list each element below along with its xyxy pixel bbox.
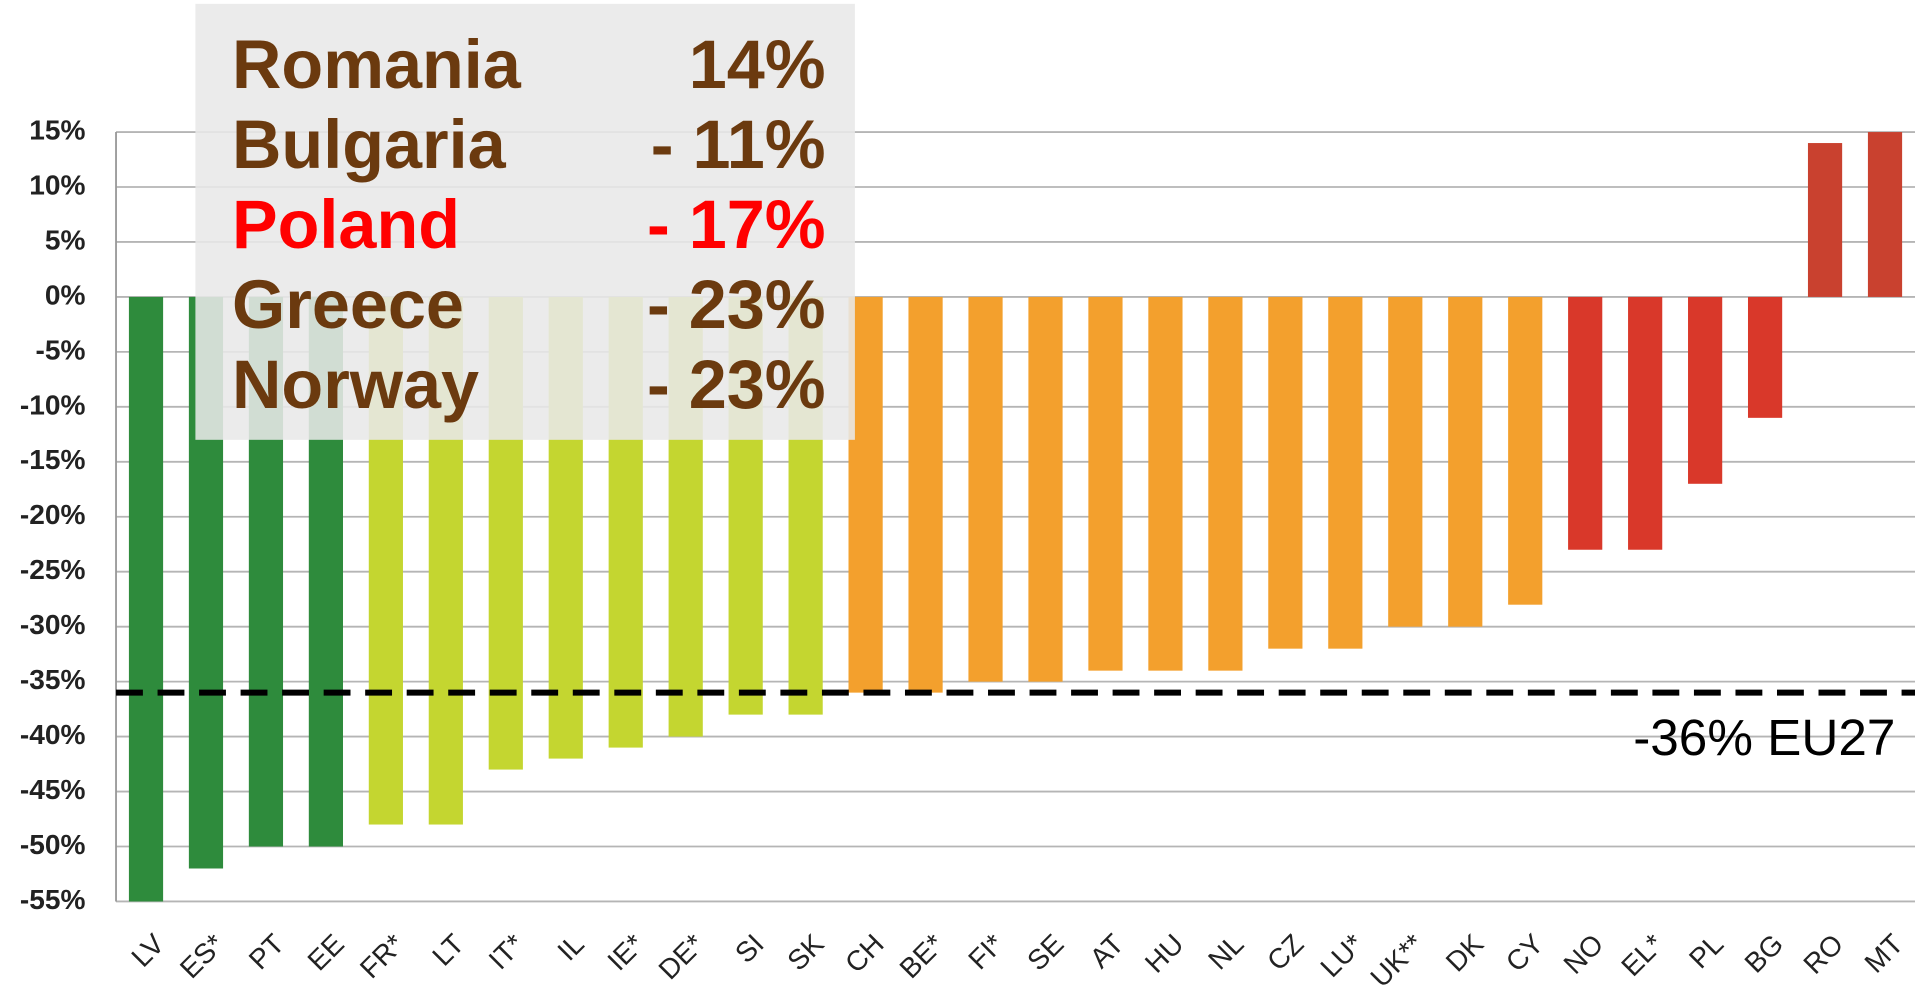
x-tick-label: LU*: [1314, 928, 1369, 983]
y-tick-label: 0%: [45, 279, 86, 310]
y-tick-label: -40%: [20, 719, 86, 750]
bar: [1568, 296, 1603, 550]
highlight-box: [195, 3, 855, 440]
highlight-value: - 23%: [647, 347, 826, 423]
y-tick-label: -45%: [20, 774, 86, 805]
highlight-country: Greece: [232, 267, 464, 343]
x-tick-label: EE: [302, 928, 350, 976]
x-tick-label: UK**: [1364, 928, 1429, 993]
y-tick-label: -5%: [36, 334, 86, 365]
highlight-country: Romania: [232, 27, 522, 103]
x-tick-label: IT*: [483, 928, 530, 975]
y-tick-label: -30%: [20, 609, 86, 640]
reference-label: -36% EU27: [1633, 709, 1895, 766]
y-tick-label: -55%: [20, 884, 86, 915]
x-tick-label: CH: [839, 928, 890, 979]
x-tick-label: EL*: [1615, 928, 1669, 982]
y-tick-label: -35%: [20, 664, 86, 695]
y-tick-label: 5%: [45, 224, 86, 255]
y-tick-label: -20%: [20, 499, 86, 530]
x-tick-label: CY: [1500, 928, 1550, 978]
x-tick-label: PL: [1683, 928, 1729, 974]
bar: [1688, 296, 1723, 484]
bar: [1208, 296, 1243, 671]
bar: [1268, 296, 1303, 649]
x-tick-label: BG: [1739, 928, 1790, 979]
bar: [1028, 296, 1063, 682]
highlight-country: Poland: [232, 187, 460, 263]
bar: [1747, 296, 1783, 418]
bar: [128, 296, 164, 902]
x-tick-label: HU: [1139, 928, 1190, 979]
x-tick-label: PT: [243, 928, 290, 975]
x-tick-label: LT: [426, 928, 470, 972]
bar: [1448, 296, 1483, 627]
x-tick-label: BE*: [894, 928, 950, 984]
bar: [1628, 296, 1663, 550]
x-tick-label: RO: [1797, 928, 1849, 980]
bar: [968, 296, 1003, 682]
bar: [908, 296, 943, 693]
x-tick-label: CZ: [1261, 928, 1309, 976]
x-tick-label: NO: [1558, 928, 1610, 980]
x-tick-label: LV: [125, 928, 170, 973]
highlight-country: Bulgaria: [232, 107, 507, 183]
y-tick-label: 15%: [29, 114, 85, 145]
bar: [1388, 296, 1423, 627]
x-tick-label: DK: [1440, 928, 1490, 978]
highlight-value: - 23%: [647, 267, 826, 343]
x-tick-label: SI: [729, 928, 770, 969]
x-tick-label: SK: [781, 928, 830, 977]
x-tick-label: NL: [1202, 928, 1249, 975]
y-tick-label: -10%: [20, 389, 86, 420]
y-tick-label: -15%: [20, 444, 86, 475]
x-tick-label: IE*: [601, 928, 649, 976]
bar: [1148, 296, 1183, 671]
x-tick-label: AT: [1084, 928, 1130, 974]
highlight-country: Norway: [232, 347, 479, 423]
bar: [1807, 143, 1843, 297]
x-tick-label: IL: [551, 928, 589, 966]
x-tick-label: DE*: [653, 928, 710, 985]
highlight-value: 14%: [689, 27, 826, 103]
y-tick-label: -50%: [20, 829, 86, 860]
y-tick-label: 10%: [29, 169, 85, 200]
x-tick-label: SE: [1021, 928, 1069, 976]
x-tick-label: FR*: [354, 928, 410, 984]
highlight-value: - 11%: [651, 107, 826, 183]
highlight-value: - 17%: [647, 187, 826, 263]
bar: [1328, 296, 1363, 649]
bar: [1867, 132, 1903, 297]
x-tick-label: FI*: [962, 928, 1009, 975]
bar: [1508, 296, 1543, 605]
bar: [1088, 296, 1123, 671]
x-tick-label: MT: [1859, 928, 1910, 979]
y-tick-label: -25%: [20, 554, 86, 585]
x-tick-label: ES*: [174, 928, 230, 984]
